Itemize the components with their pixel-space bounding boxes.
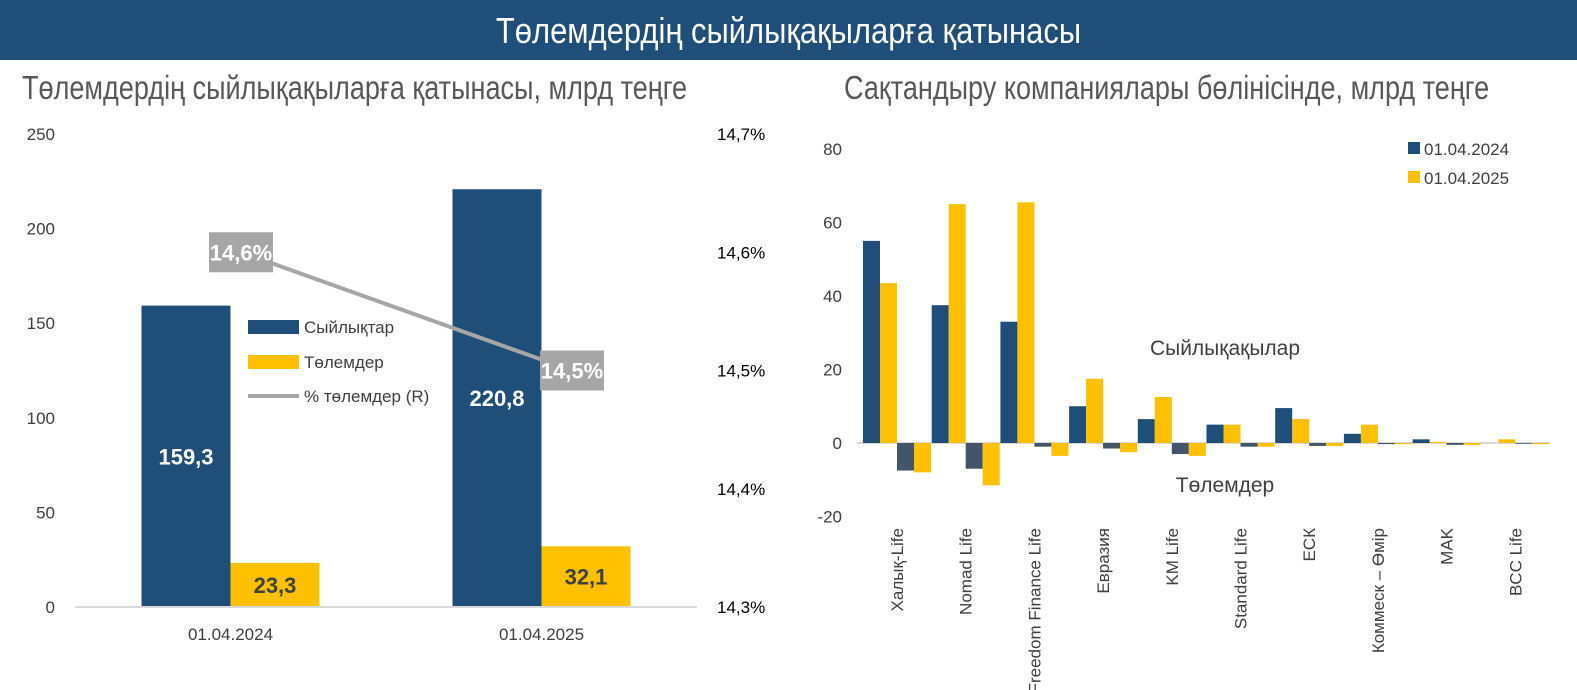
legend-label: Сыйлықтар [304, 318, 394, 337]
bar-premium [948, 204, 966, 443]
x-tick-label: KM Life [1163, 528, 1182, 586]
y-right-tick: 14,4% [717, 480, 765, 499]
data-label: 23,3 [254, 573, 297, 598]
x-tick-label: Евразия [1094, 528, 1113, 594]
annotation-payments: Төлемдер [1176, 474, 1275, 497]
bar-payment [1257, 443, 1275, 447]
y-right-tick: 14,5% [717, 362, 765, 381]
bar-premium [1360, 424, 1378, 443]
bar-payment [1171, 443, 1189, 455]
legend-label: 01.04.2025 [1424, 169, 1509, 188]
bar-premium [1275, 408, 1293, 443]
bar-premium [1343, 433, 1361, 443]
bar-premium [931, 305, 949, 443]
bar-payment [1515, 443, 1533, 444]
bar-payments [230, 562, 320, 607]
right-chart-title: Сақтандыру компаниялары бөлінісінде, млр… [844, 69, 1490, 106]
annotation-premiums: Сыйлықақылар [1150, 337, 1300, 360]
line-point-label-box [209, 232, 273, 273]
bar-premiums [452, 189, 542, 607]
bar-premium [1292, 419, 1310, 443]
bar-payment [1188, 443, 1206, 456]
y-left-tick: 100 [27, 409, 55, 428]
y-right-tick: 14,6% [717, 243, 765, 262]
legend-swatch-premiums [248, 320, 299, 334]
line-point-label: 14,6% [210, 240, 272, 265]
y-tick: 60 [823, 214, 842, 233]
legend-label: % төлемдер (R) [304, 387, 429, 406]
bar-premium [1154, 397, 1172, 443]
header-banner: Төлемдердің сыйлықақыларға қатынасы [0, 0, 1577, 60]
x-tick-label: Freedom Finance Life [1025, 528, 1044, 690]
bar-premium [1412, 439, 1430, 443]
bar-premium [1206, 424, 1224, 443]
legend-label: 01.04.2024 [1424, 140, 1509, 159]
bar-premium [1223, 424, 1241, 443]
x-tick-label: Standard Life [1232, 528, 1251, 629]
bar-payment [1326, 443, 1344, 446]
bar-premium [1498, 439, 1516, 443]
line-point-label-box [540, 350, 604, 391]
series-line-payout-ratio [240, 250, 573, 373]
y-left-tick: 50 [36, 503, 55, 522]
x-tick-label: 01.04.2024 [188, 625, 273, 644]
data-label: 32,1 [565, 565, 608, 590]
y-tick: 40 [823, 287, 842, 306]
bar-payment [1532, 443, 1550, 445]
bar-payment [1240, 443, 1258, 447]
x-tick-label: Халық-Life [888, 528, 907, 611]
bar-payment [1103, 443, 1121, 449]
line-point-label: 14,5% [541, 359, 603, 384]
bar-payment [1446, 443, 1464, 445]
bar-payment [965, 443, 983, 469]
y-tick: 0 [833, 434, 842, 453]
legend-swatch-2025 [1408, 171, 1420, 183]
left-chart: 0 50 100 150 200 250 14,3% 14,4% 14,5% 14,6% 14,7%… [27, 125, 766, 644]
x-tick-label: MAK [1438, 527, 1457, 565]
bar-payment [914, 443, 931, 473]
x-tick-label: BCC Life [1506, 528, 1525, 596]
y-left-tick: 150 [27, 314, 55, 333]
bar-payment [1377, 443, 1395, 445]
y-tick: 20 [823, 361, 842, 380]
bar-premiums [141, 305, 231, 607]
bar-premium [1069, 406, 1087, 443]
bar-premium [1137, 419, 1155, 443]
bar-payment [1051, 443, 1069, 456]
legend-swatch-payments [248, 355, 299, 369]
bar-premium [863, 240, 880, 443]
bar-payment [1394, 443, 1412, 445]
legend-label: Төлемдер [304, 353, 384, 372]
legend-swatch-2024 [1408, 142, 1420, 154]
bar-payment [1463, 443, 1481, 445]
y-right-tick: 14,7% [717, 125, 765, 144]
bar-premium [1086, 378, 1104, 443]
bar-premium [1017, 202, 1035, 443]
y-left-tick: 0 [46, 598, 55, 617]
y-tick: 80 [823, 140, 842, 159]
x-tick-label: Коммеск – Өмір [1369, 528, 1388, 653]
y-left-tick: 250 [27, 125, 55, 144]
y-tick: -20 [817, 508, 842, 527]
banner-title: Төлемдердің сыйлықақыларға қатынасы [495, 10, 1082, 51]
y-left-tick: 200 [27, 220, 55, 239]
bar-payment [1309, 443, 1327, 446]
x-tick-label: Nomad Life [957, 528, 976, 615]
left-chart-title: Төлемдердің сыйлықақыларға қатынасы, млр… [22, 69, 688, 106]
bar-payment [897, 443, 914, 471]
data-label: 159,3 [158, 444, 213, 469]
y-right-tick: 14,3% [717, 598, 765, 617]
x-tick-label: ЕСК [1300, 528, 1319, 562]
bar-premium [880, 283, 897, 443]
bar-premium [1000, 321, 1018, 443]
bar-payments [541, 546, 631, 607]
x-tick-label: 01.04.2025 [499, 625, 584, 644]
bar-payment [1034, 443, 1052, 447]
bar-premium [1429, 441, 1447, 443]
data-label: 220,8 [469, 386, 524, 411]
bar-payment [1120, 443, 1138, 453]
bar-payment [982, 443, 1000, 486]
